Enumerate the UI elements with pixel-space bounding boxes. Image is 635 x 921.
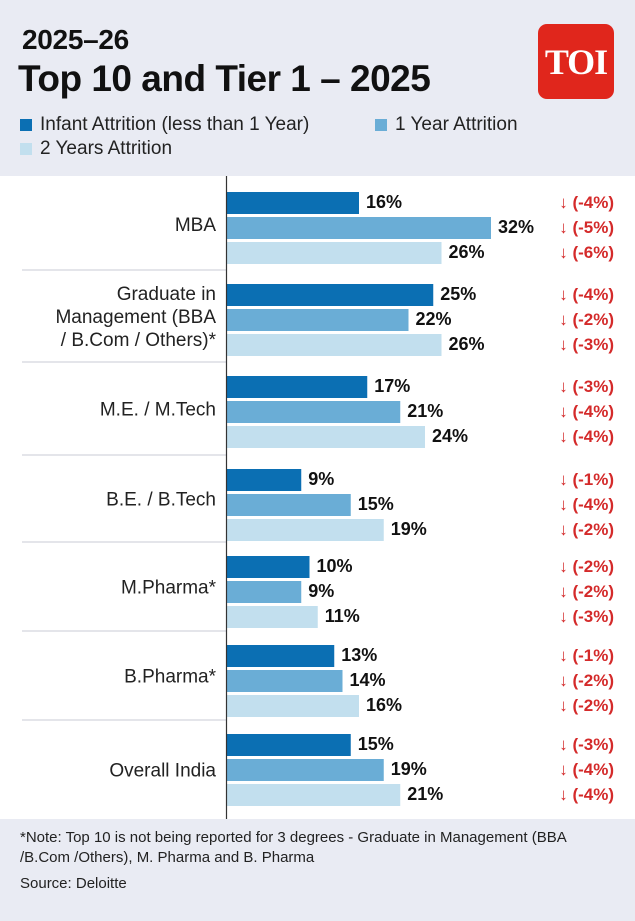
change-label: ↓ (-3%): [559, 377, 614, 396]
value-label: 21%: [407, 401, 443, 421]
change-label: ↓ (-4%): [559, 402, 614, 421]
change-label: ↓ (-4%): [559, 427, 614, 446]
category-label-overall-india: Overall India: [109, 761, 216, 782]
category-label-graduate-in-management-bba-b-com-others: Graduate in: [117, 284, 216, 305]
toi-logo: TOI: [538, 24, 614, 99]
value-label: 14%: [350, 670, 386, 690]
value-label: 9%: [308, 581, 334, 601]
value-label: 16%: [366, 192, 402, 212]
legend-swatch-1-year: [375, 119, 387, 131]
change-label: ↓ (-1%): [559, 646, 614, 665]
bar-m-pharma-3: [227, 606, 318, 628]
change-label: ↓ (-4%): [559, 495, 614, 514]
change-label: ↓ (-2%): [559, 671, 614, 690]
value-label: 24%: [432, 426, 468, 446]
legend-item-2-years: 2 Years Attrition: [20, 138, 172, 160]
value-label: 13%: [341, 645, 377, 665]
bar-overall-india-1: [227, 734, 351, 756]
bar-m-e-m-tech-1: [227, 376, 368, 398]
bar-mba-3: [227, 242, 442, 264]
bar-overall-india-3: [227, 784, 401, 806]
category-label-b-pharma: B.Pharma*: [124, 667, 216, 688]
value-label: 32%: [498, 217, 534, 237]
source-credit: Source: Deloitte: [20, 875, 127, 892]
footnote: *Note: Top 10 is not being reported for …: [20, 829, 566, 866]
category-label-graduate-in-management-bba-b-com-others: / B.Com / Others)*: [61, 330, 217, 351]
change-label: ↓ (-4%): [559, 760, 614, 779]
change-label: ↓ (-4%): [559, 285, 614, 304]
change-label: ↓ (-6%): [559, 243, 614, 262]
bar-graduate-in-management-bba-b-com-others-1: [227, 284, 434, 306]
bar-m-e-m-tech-2: [227, 401, 401, 423]
bar-mba-1: [227, 192, 359, 214]
value-label: 9%: [308, 469, 334, 489]
value-label: 26%: [449, 242, 485, 262]
legend-swatch-infant: [20, 119, 32, 131]
change-label: ↓ (-4%): [559, 785, 614, 804]
change-label: ↓ (-3%): [559, 735, 614, 754]
bar-b-e-b-tech-1: [227, 469, 302, 491]
bar-mba-2: [227, 217, 491, 239]
change-label: ↓ (-2%): [559, 310, 614, 329]
legend-item-infant: Infant Attrition (less than 1 Year): [20, 114, 309, 136]
legend-label-infant: Infant Attrition (less than 1 Year): [40, 114, 310, 135]
change-label: ↓ (-2%): [559, 557, 614, 576]
bar-b-pharma-3: [227, 695, 359, 717]
legend-label-2-years: 2 Years Attrition: [40, 138, 173, 159]
bar-b-pharma-1: [227, 645, 335, 667]
change-label: ↓ (-2%): [559, 582, 614, 601]
legend-swatch-2-years: [20, 143, 32, 155]
value-label: 22%: [416, 309, 452, 329]
bar-m-pharma-2: [227, 581, 302, 603]
change-label: ↓ (-4%): [559, 193, 614, 212]
bar-b-e-b-tech-2: [227, 494, 351, 516]
category-label-m-pharma: M.Pharma*: [121, 578, 217, 599]
bar-graduate-in-management-bba-b-com-others-2: [227, 309, 409, 331]
chart-header: 2025–26 Top 10 and Tier 1 – 2025 TOI Inf…: [0, 0, 635, 176]
attrition-bar-chart: MBA 16% ↓ (-4%) 32% ↓ (-5%) 26% ↓ (-6%) Graduat…: [0, 176, 635, 819]
value-label: 10%: [317, 556, 353, 576]
legend-label-1-year: 1 Year Attrition: [395, 114, 518, 135]
bar-overall-india-2: [227, 759, 384, 781]
category-label-mba: MBA: [175, 215, 217, 236]
value-label: 16%: [366, 695, 402, 715]
bar-m-e-m-tech-3: [227, 426, 425, 448]
bar-graduate-in-management-bba-b-com-others-3: [227, 334, 442, 356]
change-label: ↓ (-1%): [559, 470, 614, 489]
chart-title: Top 10 and Tier 1 – 2025: [18, 58, 431, 99]
change-label: ↓ (-2%): [559, 520, 614, 539]
change-label: ↓ (-5%): [559, 218, 614, 237]
value-label: 25%: [440, 284, 476, 304]
value-label: 19%: [391, 759, 427, 779]
category-label-m-e-m-tech: M.E. / M.Tech: [100, 400, 216, 421]
legend-item-1-year: 1 Year Attrition: [375, 114, 518, 136]
chart-kicker: 2025–26: [22, 24, 129, 55]
category-label-b-e-b-tech: B.E. / B.Tech: [106, 490, 216, 511]
bar-b-e-b-tech-3: [227, 519, 384, 541]
change-label: ↓ (-3%): [559, 607, 614, 626]
change-label: ↓ (-3%): [559, 335, 614, 354]
value-label: 17%: [374, 376, 410, 396]
value-label: 15%: [358, 494, 394, 514]
value-label: 26%: [449, 334, 485, 354]
bar-b-pharma-2: [227, 670, 343, 692]
change-label: ↓ (-2%): [559, 696, 614, 715]
value-label: 19%: [391, 519, 427, 539]
bar-m-pharma-1: [227, 556, 310, 578]
value-label: 21%: [407, 784, 443, 804]
category-label-graduate-in-management-bba-b-com-others: Management (BBA: [55, 307, 216, 328]
value-label: 15%: [358, 734, 394, 754]
value-label: 11%: [325, 606, 360, 626]
